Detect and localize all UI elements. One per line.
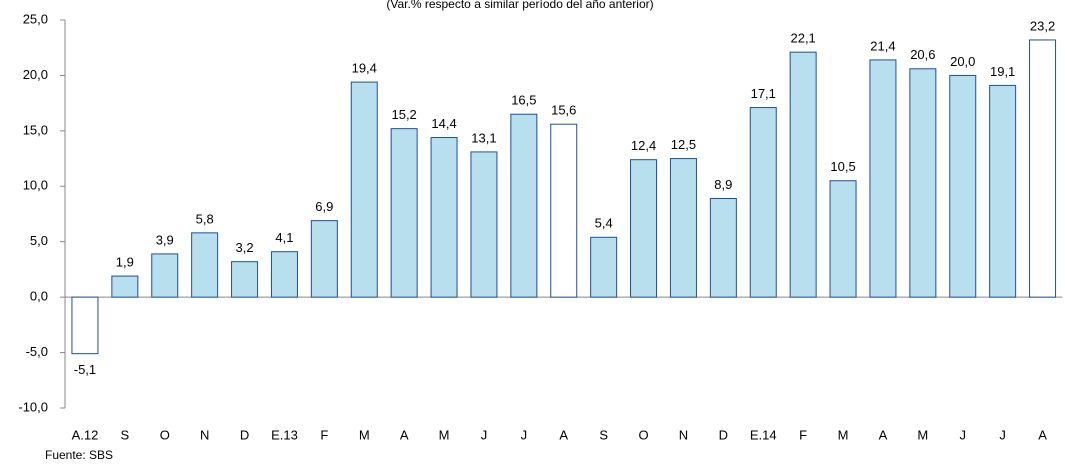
x-tick-label: A <box>1038 427 1047 442</box>
data-label: 17,1 <box>751 86 776 101</box>
x-tick-label: F <box>320 427 328 442</box>
bar <box>949 74 977 298</box>
data-label: 4,1 <box>275 230 293 245</box>
x-tick-label: M <box>359 427 370 442</box>
x-tick-label: J <box>999 427 1006 442</box>
y-tick-label: -10,0 <box>18 399 48 414</box>
bar <box>270 251 298 298</box>
x-tick-label: E.14 <box>750 427 777 442</box>
bar <box>789 51 817 298</box>
data-label: 3,2 <box>236 240 254 255</box>
x-tick-label: A <box>400 427 409 442</box>
data-label: 19,1 <box>990 64 1015 79</box>
data-label: 5,8 <box>196 211 214 226</box>
x-tick-label: A <box>879 427 888 442</box>
x-tick-label: O <box>160 427 170 442</box>
data-label: 20,6 <box>910 47 935 62</box>
bar <box>550 123 578 298</box>
bar <box>1029 39 1057 298</box>
bar <box>869 59 897 298</box>
bar <box>909 68 937 298</box>
y-tick-label: 0,0 <box>30 289 48 304</box>
chart-subtitle: (Var.% respecto a similar período del añ… <box>386 0 653 11</box>
bar <box>111 275 139 298</box>
data-label: 5,4 <box>595 216 613 231</box>
data-label: 13,1 <box>471 130 496 145</box>
x-tick-label: A.12 <box>72 427 99 442</box>
bar <box>71 296 99 355</box>
data-label: 16,5 <box>511 93 536 108</box>
x-tick-label: M <box>917 427 928 442</box>
x-tick-label: D <box>719 427 728 442</box>
data-label: 21,4 <box>870 38 895 53</box>
data-label: 3,9 <box>156 232 174 247</box>
x-tick-label: J <box>521 427 528 442</box>
x-tick-label: M <box>838 427 849 442</box>
data-label: -5,1 <box>74 362 96 377</box>
x-tick-label: S <box>121 427 130 442</box>
x-tick-label: N <box>200 427 209 442</box>
bar <box>749 107 777 298</box>
x-tick-label: D <box>240 427 249 442</box>
bar <box>989 84 1017 298</box>
bar <box>590 236 618 298</box>
y-tick-label: 15,0 <box>23 122 48 137</box>
x-tick-label: S <box>599 427 608 442</box>
bar <box>829 180 857 298</box>
source-note: Fuente: SBS <box>45 448 113 462</box>
data-label: 15,6 <box>551 103 576 118</box>
data-label: 20,0 <box>950 54 975 69</box>
bar <box>709 197 737 298</box>
data-label: 23,2 <box>1030 18 1055 33</box>
bar <box>630 159 658 298</box>
data-label: 12,5 <box>671 137 696 152</box>
x-tick-label: A <box>559 427 568 442</box>
x-tick-label: O <box>638 427 648 442</box>
bar <box>231 261 259 298</box>
data-label: 8,9 <box>714 177 732 192</box>
bar <box>669 158 697 298</box>
data-label: 22,1 <box>790 31 815 46</box>
data-label: 15,2 <box>391 107 416 122</box>
y-tick-label: 10,0 <box>23 178 48 193</box>
bar <box>510 113 538 298</box>
data-label: 19,4 <box>352 61 377 76</box>
y-tick-label: 20,0 <box>23 67 48 82</box>
data-label: 10,5 <box>830 159 855 174</box>
data-label: 1,9 <box>116 255 134 270</box>
bar <box>191 232 219 298</box>
x-tick-label: J <box>481 427 488 442</box>
data-label: 14,4 <box>431 116 456 131</box>
y-tick-label: 5,0 <box>30 233 48 248</box>
bar <box>310 220 338 298</box>
x-tick-label: E.13 <box>271 427 298 442</box>
bar <box>390 128 418 298</box>
bar <box>470 151 498 298</box>
x-tick-label: F <box>799 427 807 442</box>
x-tick-label: N <box>679 427 688 442</box>
bar <box>350 81 378 298</box>
y-tick-label: -5,0 <box>26 344 48 359</box>
bar <box>430 137 458 298</box>
x-tick-label: J <box>960 427 967 442</box>
data-label: 12,4 <box>631 138 656 153</box>
x-tick-label: M <box>439 427 450 442</box>
data-label: 6,9 <box>315 199 333 214</box>
y-tick-label: 25,0 <box>23 11 48 26</box>
bar <box>151 253 179 298</box>
